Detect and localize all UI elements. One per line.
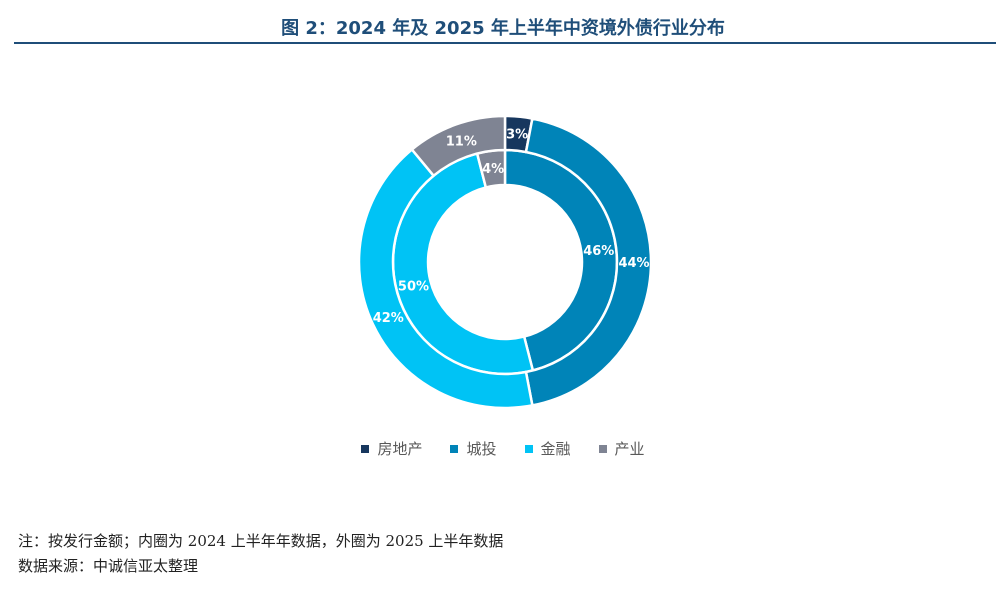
outer-slice-3 <box>410 114 507 178</box>
outer-label-3: 11% <box>446 135 477 150</box>
legend-item-2: 金融 <box>524 438 571 459</box>
inner-label-3: 4% <box>482 162 504 177</box>
legend-swatch <box>598 444 607 453</box>
chart-legend: 房地产 城投 金融 产业 <box>0 438 1006 459</box>
legend-label: 产业 <box>614 440 645 458</box>
legend-item-3: 产业 <box>598 438 645 459</box>
outer-label-0: 3% <box>506 128 528 143</box>
legend-item-0: 房地产 <box>361 438 422 459</box>
outer-label-2: 42% <box>373 311 404 326</box>
outer-slice-2 <box>357 147 534 410</box>
legend-swatch <box>450 444 459 453</box>
data-source: 数据来源：中诚信亚太整理 <box>18 557 199 575</box>
chart-title: 图 2：2024 年及 2025 年上半年中资境外债行业分布 <box>281 18 725 39</box>
legend-label: 金融 <box>540 440 571 458</box>
legend-label: 房地产 <box>377 440 423 458</box>
outer-slice-1 <box>524 117 653 407</box>
legend-label: 城投 <box>466 440 497 458</box>
chart-note: 注：按发行金额；内圈为 2024 上半年年数据，外圈为 2025 上半年数据 <box>18 532 504 550</box>
inner-label-2: 50% <box>398 280 429 295</box>
legend-item-1: 城投 <box>450 438 497 459</box>
legend-swatch <box>361 444 370 453</box>
legend-swatch <box>524 444 533 453</box>
title-divider <box>14 42 996 44</box>
donut-chart: 46% 50% 4% 3% 44% 42% 11% <box>357 114 653 410</box>
inner-label-1: 46% <box>583 244 614 259</box>
outer-label-1: 44% <box>618 256 649 271</box>
